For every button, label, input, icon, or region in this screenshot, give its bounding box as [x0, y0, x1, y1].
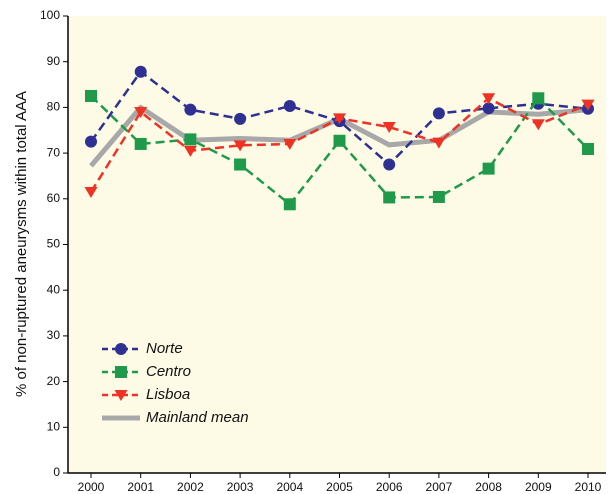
y-tick-label: 20 — [47, 374, 61, 388]
data-point — [432, 137, 446, 149]
y-tick-label: 0 — [53, 465, 60, 479]
data-point — [283, 138, 297, 150]
x-tick-label: 2008 — [475, 480, 502, 494]
y-tick-label: 30 — [47, 328, 61, 342]
series-line — [90, 95, 589, 206]
data-point — [582, 142, 594, 155]
data-point — [383, 158, 396, 171]
legend-label: Lisboa — [146, 386, 190, 403]
data-point — [432, 190, 445, 203]
x-tick-label: 2002 — [177, 480, 204, 494]
data-point — [233, 140, 247, 152]
legend-marker — [115, 366, 127, 378]
data-point — [333, 134, 346, 147]
data-point — [84, 186, 98, 198]
data-point — [383, 191, 396, 204]
x-tick-label: 2009 — [525, 480, 552, 494]
x-tick-label: 2006 — [376, 480, 403, 494]
data-point — [134, 65, 147, 78]
y-tick-label: 100 — [40, 8, 60, 22]
x-tick-label: 2004 — [276, 480, 303, 494]
y-tick-label: 40 — [47, 282, 61, 296]
data-point — [382, 122, 396, 134]
data-point — [184, 133, 197, 146]
y-tick-label: 70 — [47, 145, 61, 159]
data-point — [134, 106, 148, 118]
data-point — [283, 100, 296, 113]
data-point — [482, 162, 495, 175]
legend-marker — [114, 390, 128, 401]
data-point — [234, 112, 247, 125]
data-point — [85, 89, 97, 102]
y-tick-label: 50 — [47, 237, 61, 251]
x-tick-label: 2001 — [127, 480, 154, 494]
data-point — [283, 198, 296, 211]
data-point — [482, 93, 496, 105]
data-point — [333, 113, 346, 125]
x-tick-label: 2007 — [426, 480, 453, 494]
legend-label: Norte — [146, 340, 183, 357]
x-tick-label: 2010 — [575, 480, 602, 494]
data-point — [85, 135, 97, 148]
x-tick-label: 2000 — [78, 480, 105, 494]
x-tick-label: 2003 — [227, 480, 254, 494]
y-tick-label: 10 — [47, 419, 61, 433]
data-point — [134, 137, 147, 150]
data-point — [532, 92, 545, 105]
y-axis-label: % of non-ruptured aneurysms within total… — [13, 91, 30, 397]
y-tick-label: 60 — [47, 191, 61, 205]
data-point — [183, 145, 197, 157]
data-point — [432, 107, 445, 120]
x-tick-label: 2005 — [326, 480, 353, 494]
legend-label: Mainland mean — [146, 409, 249, 426]
data-point — [234, 158, 247, 171]
data-point — [531, 119, 545, 131]
legend-label: Centro — [146, 363, 191, 380]
legend-marker — [115, 343, 127, 355]
y-tick-label: 90 — [47, 54, 61, 68]
data-point — [482, 102, 495, 115]
data-point — [184, 103, 197, 116]
data-point — [581, 99, 595, 111]
y-tick-label: 80 — [47, 100, 61, 114]
plot-background — [68, 16, 606, 473]
